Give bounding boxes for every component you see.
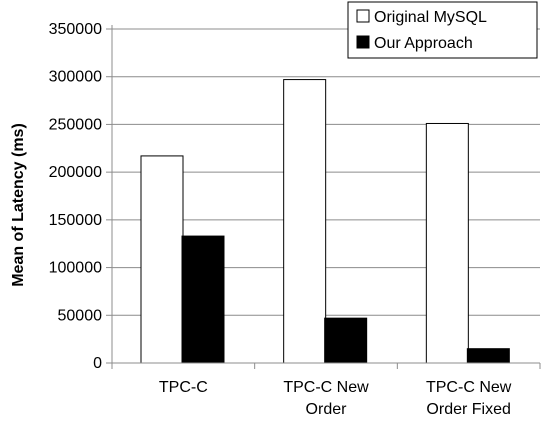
y-tick-label: 150000 (49, 212, 102, 229)
legend-box (347, 1, 538, 59)
y-tick-label: 250000 (49, 116, 102, 133)
bar-original-mysql-1 (283, 79, 327, 364)
axes (106, 25, 541, 369)
y-tick-label: 50000 (58, 307, 103, 324)
y-axis-title: Mean of Latency (ms) (10, 123, 27, 287)
bar-our-approach-1 (324, 317, 368, 364)
legend-swatch (356, 9, 370, 23)
x-category-label: TPC-C New (426, 379, 512, 396)
legend-label: Original MySQL (374, 9, 487, 26)
legend-label: Our Approach (374, 35, 473, 52)
y-tick-label: 300000 (49, 69, 102, 86)
x-category-labels: TPC-C TPC-C New Order TPC-C New Order Fixed (159, 379, 512, 418)
y-tick-label: 350000 (49, 21, 102, 38)
bars (140, 79, 510, 364)
bar-our-approach-0 (181, 235, 225, 364)
legend: Original MySQL Our Approach (347, 1, 538, 59)
bar-original-mysql-2 (425, 122, 469, 364)
x-category-label: Order (306, 401, 348, 418)
y-tick-label: 200000 (49, 164, 102, 181)
x-category-label: TPC-C (159, 379, 208, 396)
x-category-label: Order Fixed (426, 401, 510, 418)
y-tick-label: 100000 (49, 260, 102, 277)
bar-our-approach-2 (466, 348, 510, 364)
x-category-label: TPC-C New (283, 379, 369, 396)
y-tick-label: 0 (93, 355, 102, 372)
bar-original-mysql-0 (140, 155, 184, 364)
legend-swatch (356, 35, 370, 49)
y-tick-labels: 0 50000 100000 150000 200000 250000 300000 3500… (49, 21, 102, 372)
